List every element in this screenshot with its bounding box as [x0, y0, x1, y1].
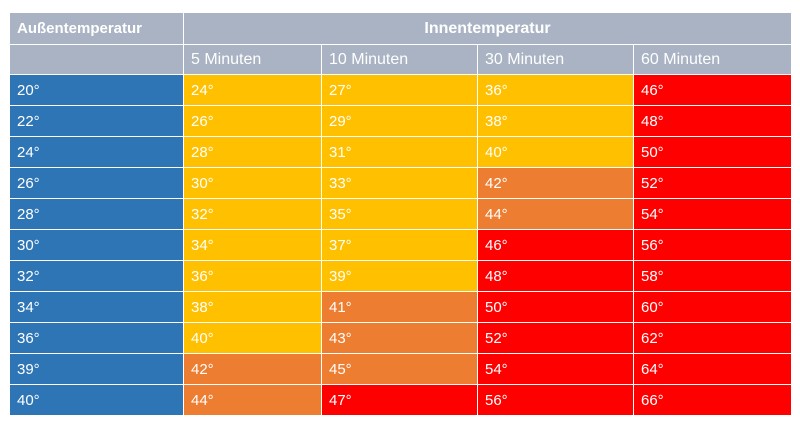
inside-temperature-cell: 38° [477, 105, 634, 137]
inside-temperature-cell: 42° [477, 167, 634, 199]
outside-temperature-cell: 40° [9, 384, 184, 416]
inside-temperature-cell: 36° [477, 74, 634, 106]
inside-temperature-cell: 46° [633, 74, 792, 106]
inside-temperature-cell: 56° [633, 229, 792, 261]
inside-temperature-cell: 50° [477, 291, 634, 323]
table-body: 20° 24° 27° 36° 46° 22° 26° 29° 38° 48° 24° 28° 31° 4… [9, 74, 792, 416]
temperature-table: Außentemperatur Innentemperatur 5 Minute… [9, 12, 792, 416]
inside-temperature-cell: 45° [321, 353, 478, 385]
outside-temperature-cell: 28° [9, 198, 184, 230]
outside-temperature-cell: 36° [9, 322, 184, 354]
header-row-main: Außentemperatur Innentemperatur [9, 12, 792, 45]
inside-temperature-cell: 27° [321, 74, 478, 106]
outside-temperature-cell: 24° [9, 136, 184, 168]
inside-temperature-cell: 44° [477, 198, 634, 230]
inside-temperature-cell: 31° [321, 136, 478, 168]
outside-temperature-cell: 39° [9, 353, 184, 385]
time-header-5: 5 Minuten [183, 44, 322, 75]
table-row: 22° 26° 29° 38° 48° [9, 105, 792, 137]
inside-temperature-cell: 64° [633, 353, 792, 385]
inside-temperature-cell: 50° [633, 136, 792, 168]
inside-temperature-cell: 48° [633, 105, 792, 137]
outside-temperature-cell: 22° [9, 105, 184, 137]
table-row: 26° 30° 33° 42° 52° [9, 167, 792, 199]
time-header-60: 60 Minuten [633, 44, 792, 75]
table-row: 24° 28° 31° 40° 50° [9, 136, 792, 168]
table-row: 34° 38° 41° 50° 60° [9, 291, 792, 323]
table-row: 40° 44° 47° 56° 66° [9, 384, 792, 416]
outside-temperature-cell: 30° [9, 229, 184, 261]
inside-temperature-cell: 35° [321, 198, 478, 230]
inside-temperature-cell: 29° [321, 105, 478, 137]
inside-temperature-cell: 56° [477, 384, 634, 416]
outside-temperature-header: Außentemperatur [9, 12, 184, 45]
inside-temperature-cell: 30° [183, 167, 322, 199]
table-row: 36° 40° 43° 52° 62° [9, 322, 792, 354]
table-row: 30° 34° 37° 46° 56° [9, 229, 792, 261]
inside-temperature-cell: 40° [477, 136, 634, 168]
inside-temperature-cell: 39° [321, 260, 478, 292]
time-header-10: 10 Minuten [321, 44, 478, 75]
inside-temperature-header: Innentemperatur [183, 12, 792, 45]
inside-temperature-cell: 66° [633, 384, 792, 416]
outside-temperature-cell: 34° [9, 291, 184, 323]
inside-temperature-cell: 54° [477, 353, 634, 385]
table-row: 28° 32° 35° 44° 54° [9, 198, 792, 230]
inside-temperature-cell: 46° [477, 229, 634, 261]
inside-temperature-cell: 58° [633, 260, 792, 292]
inside-temperature-cell: 24° [183, 74, 322, 106]
table-row: 32° 36° 39° 48° 58° [9, 260, 792, 292]
inside-temperature-cell: 44° [183, 384, 322, 416]
inside-temperature-cell: 52° [477, 322, 634, 354]
header-empty-cell [9, 44, 184, 75]
inside-temperature-cell: 28° [183, 136, 322, 168]
inside-temperature-cell: 38° [183, 291, 322, 323]
inside-temperature-cell: 34° [183, 229, 322, 261]
outside-temperature-cell: 26° [9, 167, 184, 199]
inside-temperature-cell: 42° [183, 353, 322, 385]
time-header-30: 30 Minuten [477, 44, 634, 75]
inside-temperature-cell: 48° [477, 260, 634, 292]
inside-temperature-cell: 40° [183, 322, 322, 354]
inside-temperature-cell: 47° [321, 384, 478, 416]
inside-temperature-cell: 62° [633, 322, 792, 354]
inside-temperature-cell: 26° [183, 105, 322, 137]
inside-temperature-cell: 37° [321, 229, 478, 261]
inside-temperature-cell: 60° [633, 291, 792, 323]
inside-temperature-cell: 36° [183, 260, 322, 292]
inside-temperature-cell: 33° [321, 167, 478, 199]
inside-temperature-cell: 52° [633, 167, 792, 199]
inside-temperature-cell: 43° [321, 322, 478, 354]
inside-temperature-cell: 54° [633, 198, 792, 230]
table-row: 20° 24° 27° 36° 46° [9, 74, 792, 106]
outside-temperature-cell: 20° [9, 74, 184, 106]
header-row-times: 5 Minuten 10 Minuten 30 Minuten 60 Minut… [9, 44, 792, 75]
temperature-table-container: Außentemperatur Innentemperatur 5 Minute… [9, 12, 792, 430]
outside-temperature-cell: 32° [9, 260, 184, 292]
table-row: 39° 42° 45° 54° 64° [9, 353, 792, 385]
inside-temperature-cell: 41° [321, 291, 478, 323]
inside-temperature-cell: 32° [183, 198, 322, 230]
